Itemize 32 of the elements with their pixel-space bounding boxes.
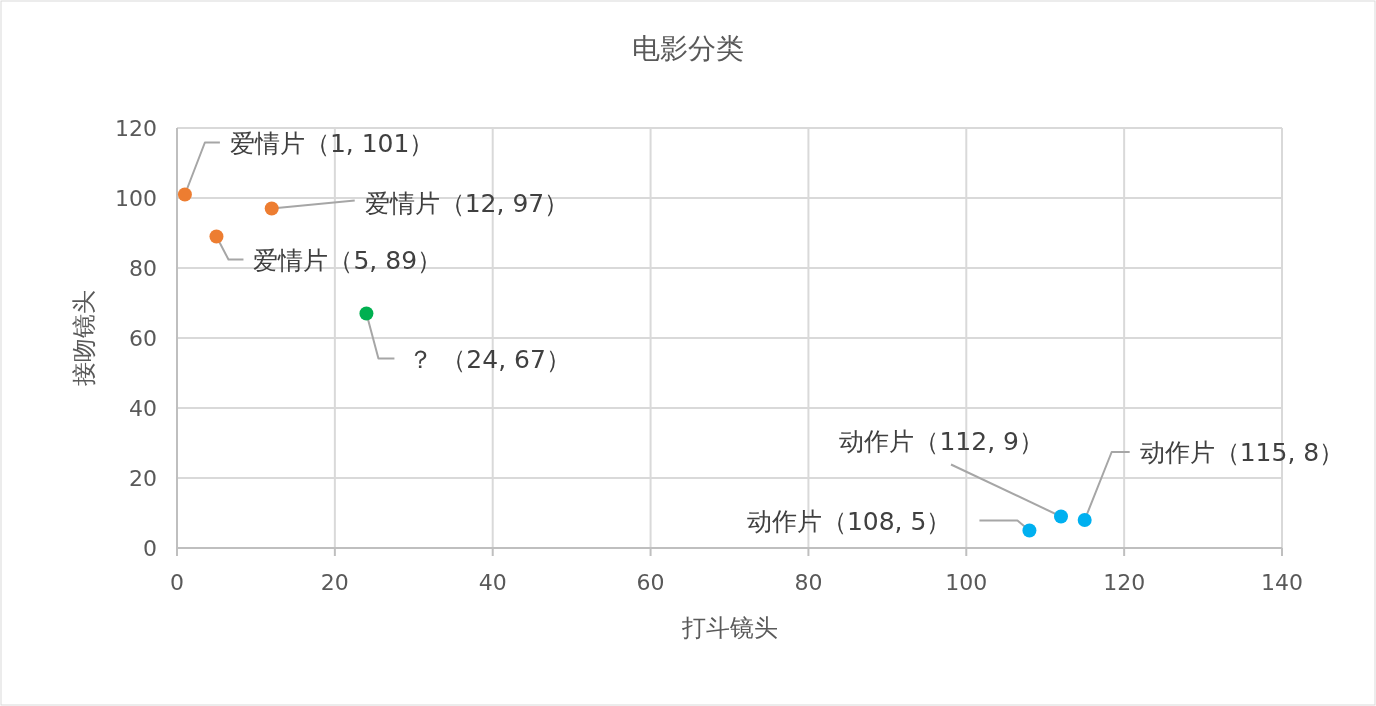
annotation: 动作片（112, 9） bbox=[839, 426, 1044, 456]
x-tick-label: 140 bbox=[1261, 570, 1303, 595]
y-axis-title: 接吻镜头 bbox=[70, 290, 98, 386]
annotation: ？ （24, 67） bbox=[408, 344, 571, 374]
y-tick-label: 40 bbox=[129, 396, 157, 421]
annotation: 爱情片（12, 97） bbox=[364, 188, 570, 218]
point bbox=[1077, 513, 1092, 527]
x-axis-title: 打斗镜头 bbox=[680, 614, 778, 642]
point bbox=[177, 187, 192, 202]
point bbox=[209, 229, 224, 244]
annotation: 动作片（108, 5） bbox=[746, 506, 952, 536]
y-tick-label: 120 bbox=[115, 116, 157, 141]
x-tick-label: 20 bbox=[320, 570, 349, 595]
y-tick-label: 20 bbox=[129, 466, 157, 491]
point bbox=[1054, 509, 1068, 524]
annotation: 动作片（115, 8） bbox=[1139, 438, 1345, 467]
x-tick-label: 60 bbox=[636, 570, 665, 595]
x-tick-label: 120 bbox=[1103, 570, 1146, 595]
y-tick-label: 100 bbox=[115, 186, 157, 211]
y-tick-label: 60 bbox=[129, 326, 157, 351]
x-tick-label: 40 bbox=[478, 570, 507, 595]
x-tick-label: 100 bbox=[945, 570, 988, 595]
chart-title: 电影分类 bbox=[631, 32, 744, 65]
point bbox=[359, 306, 374, 321]
annotation: 爱情片（1, 101） bbox=[229, 128, 435, 158]
annotation: 爱情片（5, 89） bbox=[253, 245, 443, 275]
y-tick-label: 80 bbox=[129, 256, 157, 281]
y-tick-label: 0 bbox=[143, 536, 157, 561]
point bbox=[1022, 523, 1037, 538]
x-tick-label: 80 bbox=[794, 570, 823, 595]
point bbox=[264, 201, 279, 216]
x-tick-label: 0 bbox=[170, 570, 184, 595]
